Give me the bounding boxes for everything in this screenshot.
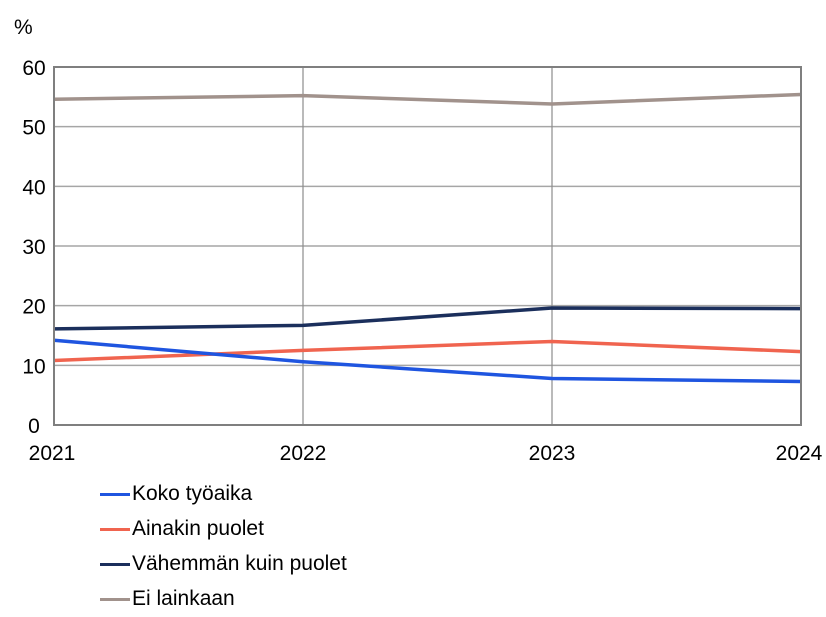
legend-label: Ainakin puolet xyxy=(132,516,264,540)
series-line xyxy=(53,339,802,363)
series-line xyxy=(53,92,802,106)
series-line xyxy=(53,338,802,384)
legend-line-icon xyxy=(100,598,130,601)
legend-item-ei-lainkaan: Ei lainkaan xyxy=(100,581,347,616)
y-tick-label: 60 xyxy=(22,57,45,80)
legend-item-ainakin-puolet: Ainakin puolet xyxy=(100,511,347,546)
legend-label: Ei lainkaan xyxy=(132,586,235,610)
plot-frame xyxy=(53,66,802,426)
legend-label: Koko työaika xyxy=(132,481,253,505)
x-tick-label: 2023 xyxy=(529,442,576,465)
x-tick-label: 2024 xyxy=(776,442,823,465)
legend: Koko työaika Ainakin puolet Vähemmän kui… xyxy=(100,476,347,616)
legend-label: Vähemmän kuin puolet xyxy=(132,551,347,575)
y-tick-label: 10 xyxy=(22,355,45,378)
y-axis-ticks: 0 10 20 30 40 50 60 xyxy=(22,57,45,438)
legend-line-icon xyxy=(100,563,130,566)
y-tick-label: 20 xyxy=(22,296,45,319)
y-tick-label: 50 xyxy=(22,117,45,140)
y-tick-label: 0 xyxy=(28,415,40,438)
y-tick-label: 30 xyxy=(22,236,45,259)
legend-item-koko-tyoaika: Koko työaika xyxy=(100,476,347,511)
y-axis-unit-label: % xyxy=(14,16,33,39)
series-lines xyxy=(53,92,802,384)
legend-item-vahemman-kuin-puolet: Vähemmän kuin puolet xyxy=(100,546,347,581)
x-axis-ticks: 2021 2022 2023 2024 xyxy=(29,442,823,465)
legend-line-icon xyxy=(100,528,130,531)
series-line xyxy=(53,306,802,331)
legend-line-icon xyxy=(100,493,130,496)
x-tick-label: 2021 xyxy=(29,442,76,465)
x-tick-label: 2022 xyxy=(280,442,327,465)
y-tick-label: 40 xyxy=(22,176,45,199)
